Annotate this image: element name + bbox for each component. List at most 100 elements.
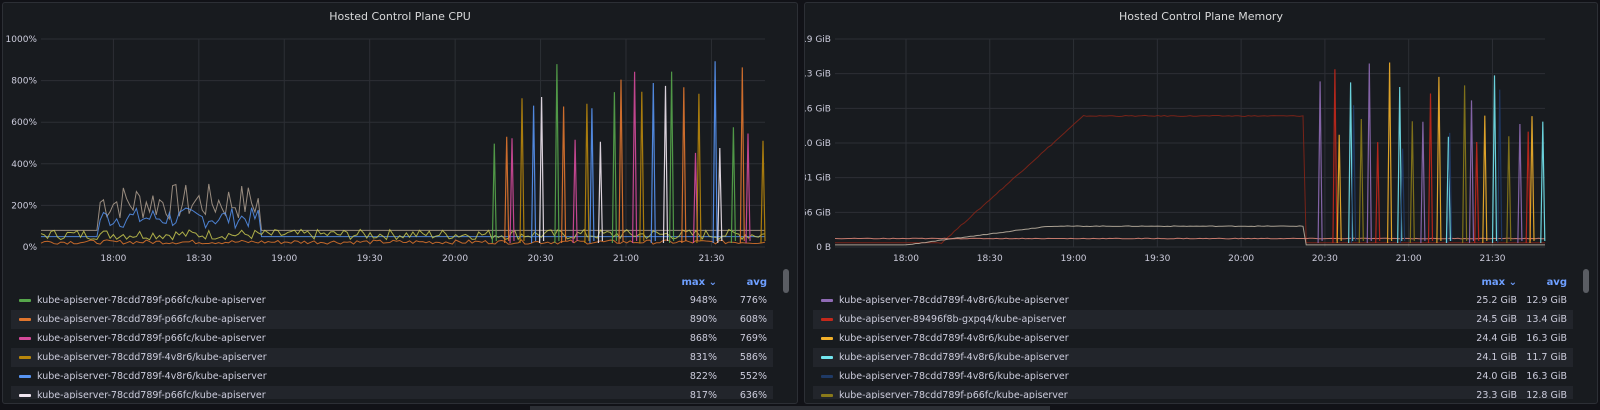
series-spike[interactable] (1462, 85, 1468, 244)
series-spike[interactable] (1540, 121, 1546, 244)
legend-item[interactable]: kube-apiserver-78cdd789f-4v8r6/kube-apis… (11, 348, 773, 367)
legend-sort-max[interactable]: max ⌄ (681, 277, 717, 288)
series-name[interactable]: kube-apiserver-78cdd789f-4v8r6/kube-apis… (37, 352, 267, 363)
series-spike[interactable] (1491, 75, 1498, 244)
series-spike[interactable] (560, 106, 567, 244)
series-name[interactable]: kube-apiserver-78cdd789f-p66fc/kube-apis… (37, 333, 266, 344)
series-spike[interactable] (538, 96, 545, 244)
legend-item[interactable]: kube-apiserver-78cdd789f-p66fc/kube-apis… (813, 386, 1573, 399)
memory-graph[interactable]: 27.9 GiB 23.3 GiB 18.6 GiB 14.0 GiB 9.31 GiB… (805, 3, 1598, 265)
legend-item[interactable]: kube-apiserver-78cdd789f-p66fc/kube-apis… (11, 310, 773, 329)
series-spike[interactable] (696, 93, 702, 244)
series-spike[interactable] (530, 105, 537, 244)
legend-scrollbar[interactable] (783, 269, 789, 293)
series-line[interactable] (40, 239, 766, 245)
series-spike[interactable] (491, 143, 497, 244)
series-spike[interactable] (632, 71, 638, 244)
panel-title[interactable]: Hosted Control Plane CPU (329, 10, 471, 23)
legend-sort-max[interactable]: max ⌄ (1481, 277, 1517, 288)
series-spike[interactable] (760, 140, 766, 244)
series-spike[interactable] (1474, 141, 1480, 244)
series-spike[interactable] (519, 98, 525, 244)
series-spike[interactable] (730, 127, 736, 244)
series-spike[interactable] (712, 61, 718, 244)
series-spike[interactable] (1497, 89, 1503, 244)
series-spike[interactable] (1409, 121, 1415, 244)
series-spike[interactable] (1482, 115, 1488, 244)
legend-item[interactable]: kube-apiserver-89496f8b-gxpq4/kube-apise… (813, 310, 1573, 329)
series-spike[interactable] (717, 147, 723, 244)
series-spike[interactable] (1517, 123, 1523, 244)
series-spike[interactable] (1332, 69, 1338, 244)
legend-item[interactable]: kube-apiserver-78cdd789f-4v8r6/kube-apis… (11, 367, 773, 386)
legend-item[interactable]: kube-apiserver-78cdd789f-p66fc/kube-apis… (11, 329, 773, 348)
legend-item[interactable]: kube-apiserver-78cdd789f-p66fc/kube-apis… (11, 386, 773, 399)
series-spike[interactable] (1447, 132, 1453, 244)
panel-title[interactable]: Hosted Control Plane Memory (1119, 10, 1283, 23)
legend-item[interactable]: kube-apiserver-78cdd789f-4v8r6/kube-apis… (813, 348, 1573, 367)
series-spike[interactable] (1420, 121, 1426, 244)
series-name[interactable]: kube-apiserver-78cdd789f-4v8r6/kube-apis… (839, 295, 1069, 306)
series-spike[interactable] (639, 91, 645, 244)
series-spike[interactable] (650, 82, 656, 244)
series-spike[interactable] (611, 92, 617, 244)
series-color-swatch[interactable] (19, 299, 31, 302)
series-color-swatch[interactable] (821, 375, 833, 378)
series-spike[interactable] (662, 85, 669, 244)
series-name[interactable]: kube-apiserver-78cdd789f-p66fc/kube-apis… (37, 295, 266, 306)
cpu-graph[interactable]: 1000% 800% 600% 400% 200% 0% 18:00 18:30 19:00 19… (3, 3, 798, 265)
legend-sort-avg[interactable]: avg (746, 277, 767, 288)
series-name[interactable]: kube-apiserver-89496f8b-gxpq4/kube-apise… (839, 314, 1067, 325)
legend-scrollbar[interactable] (1583, 269, 1589, 293)
series-color-swatch[interactable] (19, 375, 31, 378)
series-spike[interactable] (504, 136, 510, 244)
series-line[interactable] (835, 114, 1545, 244)
series-line[interactable] (40, 228, 766, 241)
series-color-swatch[interactable] (19, 394, 31, 397)
series-spike[interactable] (509, 138, 515, 244)
series-spike[interactable] (739, 67, 745, 244)
series-color-swatch[interactable] (821, 356, 833, 359)
series-spike[interactable] (1336, 134, 1342, 244)
series-spike[interactable] (1358, 118, 1364, 244)
series-spike[interactable] (1529, 116, 1535, 244)
series-spike[interactable] (1386, 62, 1393, 244)
series-spike[interactable] (1506, 136, 1512, 244)
series-spike[interactable] (584, 103, 590, 244)
series-spike[interactable] (1525, 131, 1531, 244)
legend-item[interactable]: kube-apiserver-78cdd789f-4v8r6/kube-apis… (813, 291, 1573, 310)
series-spike[interactable] (554, 64, 560, 244)
series-color-swatch[interactable] (821, 318, 833, 321)
series-spike[interactable] (1468, 100, 1475, 244)
series-color-swatch[interactable] (19, 318, 31, 321)
series-spike[interactable] (669, 71, 675, 244)
series-spike[interactable] (1399, 148, 1406, 244)
series-spike[interactable] (589, 108, 595, 244)
series-spike[interactable] (1397, 86, 1403, 244)
series-spike[interactable] (681, 87, 687, 244)
legend-sort-avg[interactable]: avg (1546, 277, 1567, 288)
series-spike[interactable] (1350, 105, 1357, 244)
series-line[interactable] (835, 225, 1545, 246)
series-line[interactable] (834, 237, 1546, 240)
series-spike[interactable] (1317, 81, 1323, 244)
series-color-swatch[interactable] (821, 394, 833, 397)
series-color-swatch[interactable] (821, 337, 833, 340)
series-spike[interactable] (1366, 63, 1372, 244)
series-color-swatch[interactable] (19, 337, 31, 340)
series-spike[interactable] (572, 139, 578, 244)
series-spike[interactable] (1427, 93, 1434, 244)
legend-item[interactable]: kube-apiserver-78cdd789f-4v8r6/kube-apis… (813, 329, 1573, 348)
series-name[interactable]: kube-apiserver-78cdd789f-4v8r6/kube-apis… (37, 371, 267, 382)
series-name[interactable]: kube-apiserver-78cdd789f-p66fc/kube-apis… (839, 390, 1068, 399)
series-name[interactable]: kube-apiserver-78cdd789f-p66fc/kube-apis… (37, 314, 266, 325)
series-spike[interactable] (1436, 76, 1442, 244)
series-name[interactable]: kube-apiserver-78cdd789f-4v8r6/kube-apis… (839, 352, 1069, 363)
series-color-swatch[interactable] (19, 356, 31, 359)
series-name[interactable]: kube-apiserver-78cdd789f-4v8r6/kube-apis… (839, 333, 1069, 344)
series-name[interactable]: kube-apiserver-78cdd789f-p66fc/kube-apis… (37, 390, 266, 399)
series-spike[interactable] (1375, 142, 1381, 244)
series-spike[interactable] (1445, 136, 1451, 244)
legend-item[interactable]: kube-apiserver-78cdd789f-p66fc/kube-apis… (11, 291, 773, 310)
series-name[interactable]: kube-apiserver-78cdd789f-4v8r6/kube-apis… (839, 371, 1069, 382)
